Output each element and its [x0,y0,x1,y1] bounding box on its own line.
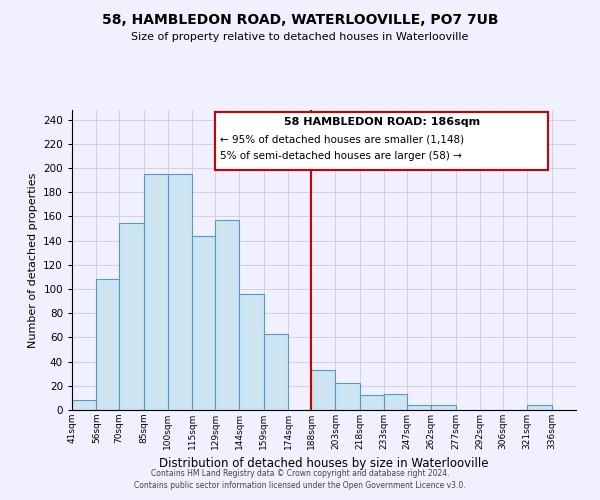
Bar [215,220,239,410]
Bar [119,222,143,410]
Bar [143,174,168,410]
Text: Contains HM Land Registry data © Crown copyright and database right 2024.: Contains HM Land Registry data © Crown c… [151,468,449,477]
Text: Size of property relative to detached houses in Waterlooville: Size of property relative to detached ho… [131,32,469,42]
X-axis label: Distribution of detached houses by size in Waterlooville: Distribution of detached houses by size … [159,458,489,470]
Bar [97,280,119,410]
Bar [72,400,97,410]
Text: 5% of semi-detached houses are larger (58) →: 5% of semi-detached houses are larger (5… [220,151,462,161]
Bar [311,370,335,410]
Bar [335,384,360,410]
Y-axis label: Number of detached properties: Number of detached properties [28,172,38,348]
Bar [384,394,407,410]
Text: ← 95% of detached houses are smaller (1,148): ← 95% of detached houses are smaller (1,… [220,134,464,144]
Text: 58 HAMBLEDON ROAD: 186sqm: 58 HAMBLEDON ROAD: 186sqm [284,118,480,128]
Bar [407,405,431,410]
FancyBboxPatch shape [215,112,548,170]
Bar [360,396,384,410]
Bar [239,294,264,410]
Text: Contains public sector information licensed under the Open Government Licence v3: Contains public sector information licen… [134,481,466,490]
Bar [193,236,215,410]
Bar [264,334,288,410]
Bar [431,405,455,410]
Bar [168,174,193,410]
Bar [527,405,551,410]
Text: 58, HAMBLEDON ROAD, WATERLOOVILLE, PO7 7UB: 58, HAMBLEDON ROAD, WATERLOOVILLE, PO7 7… [102,12,498,26]
